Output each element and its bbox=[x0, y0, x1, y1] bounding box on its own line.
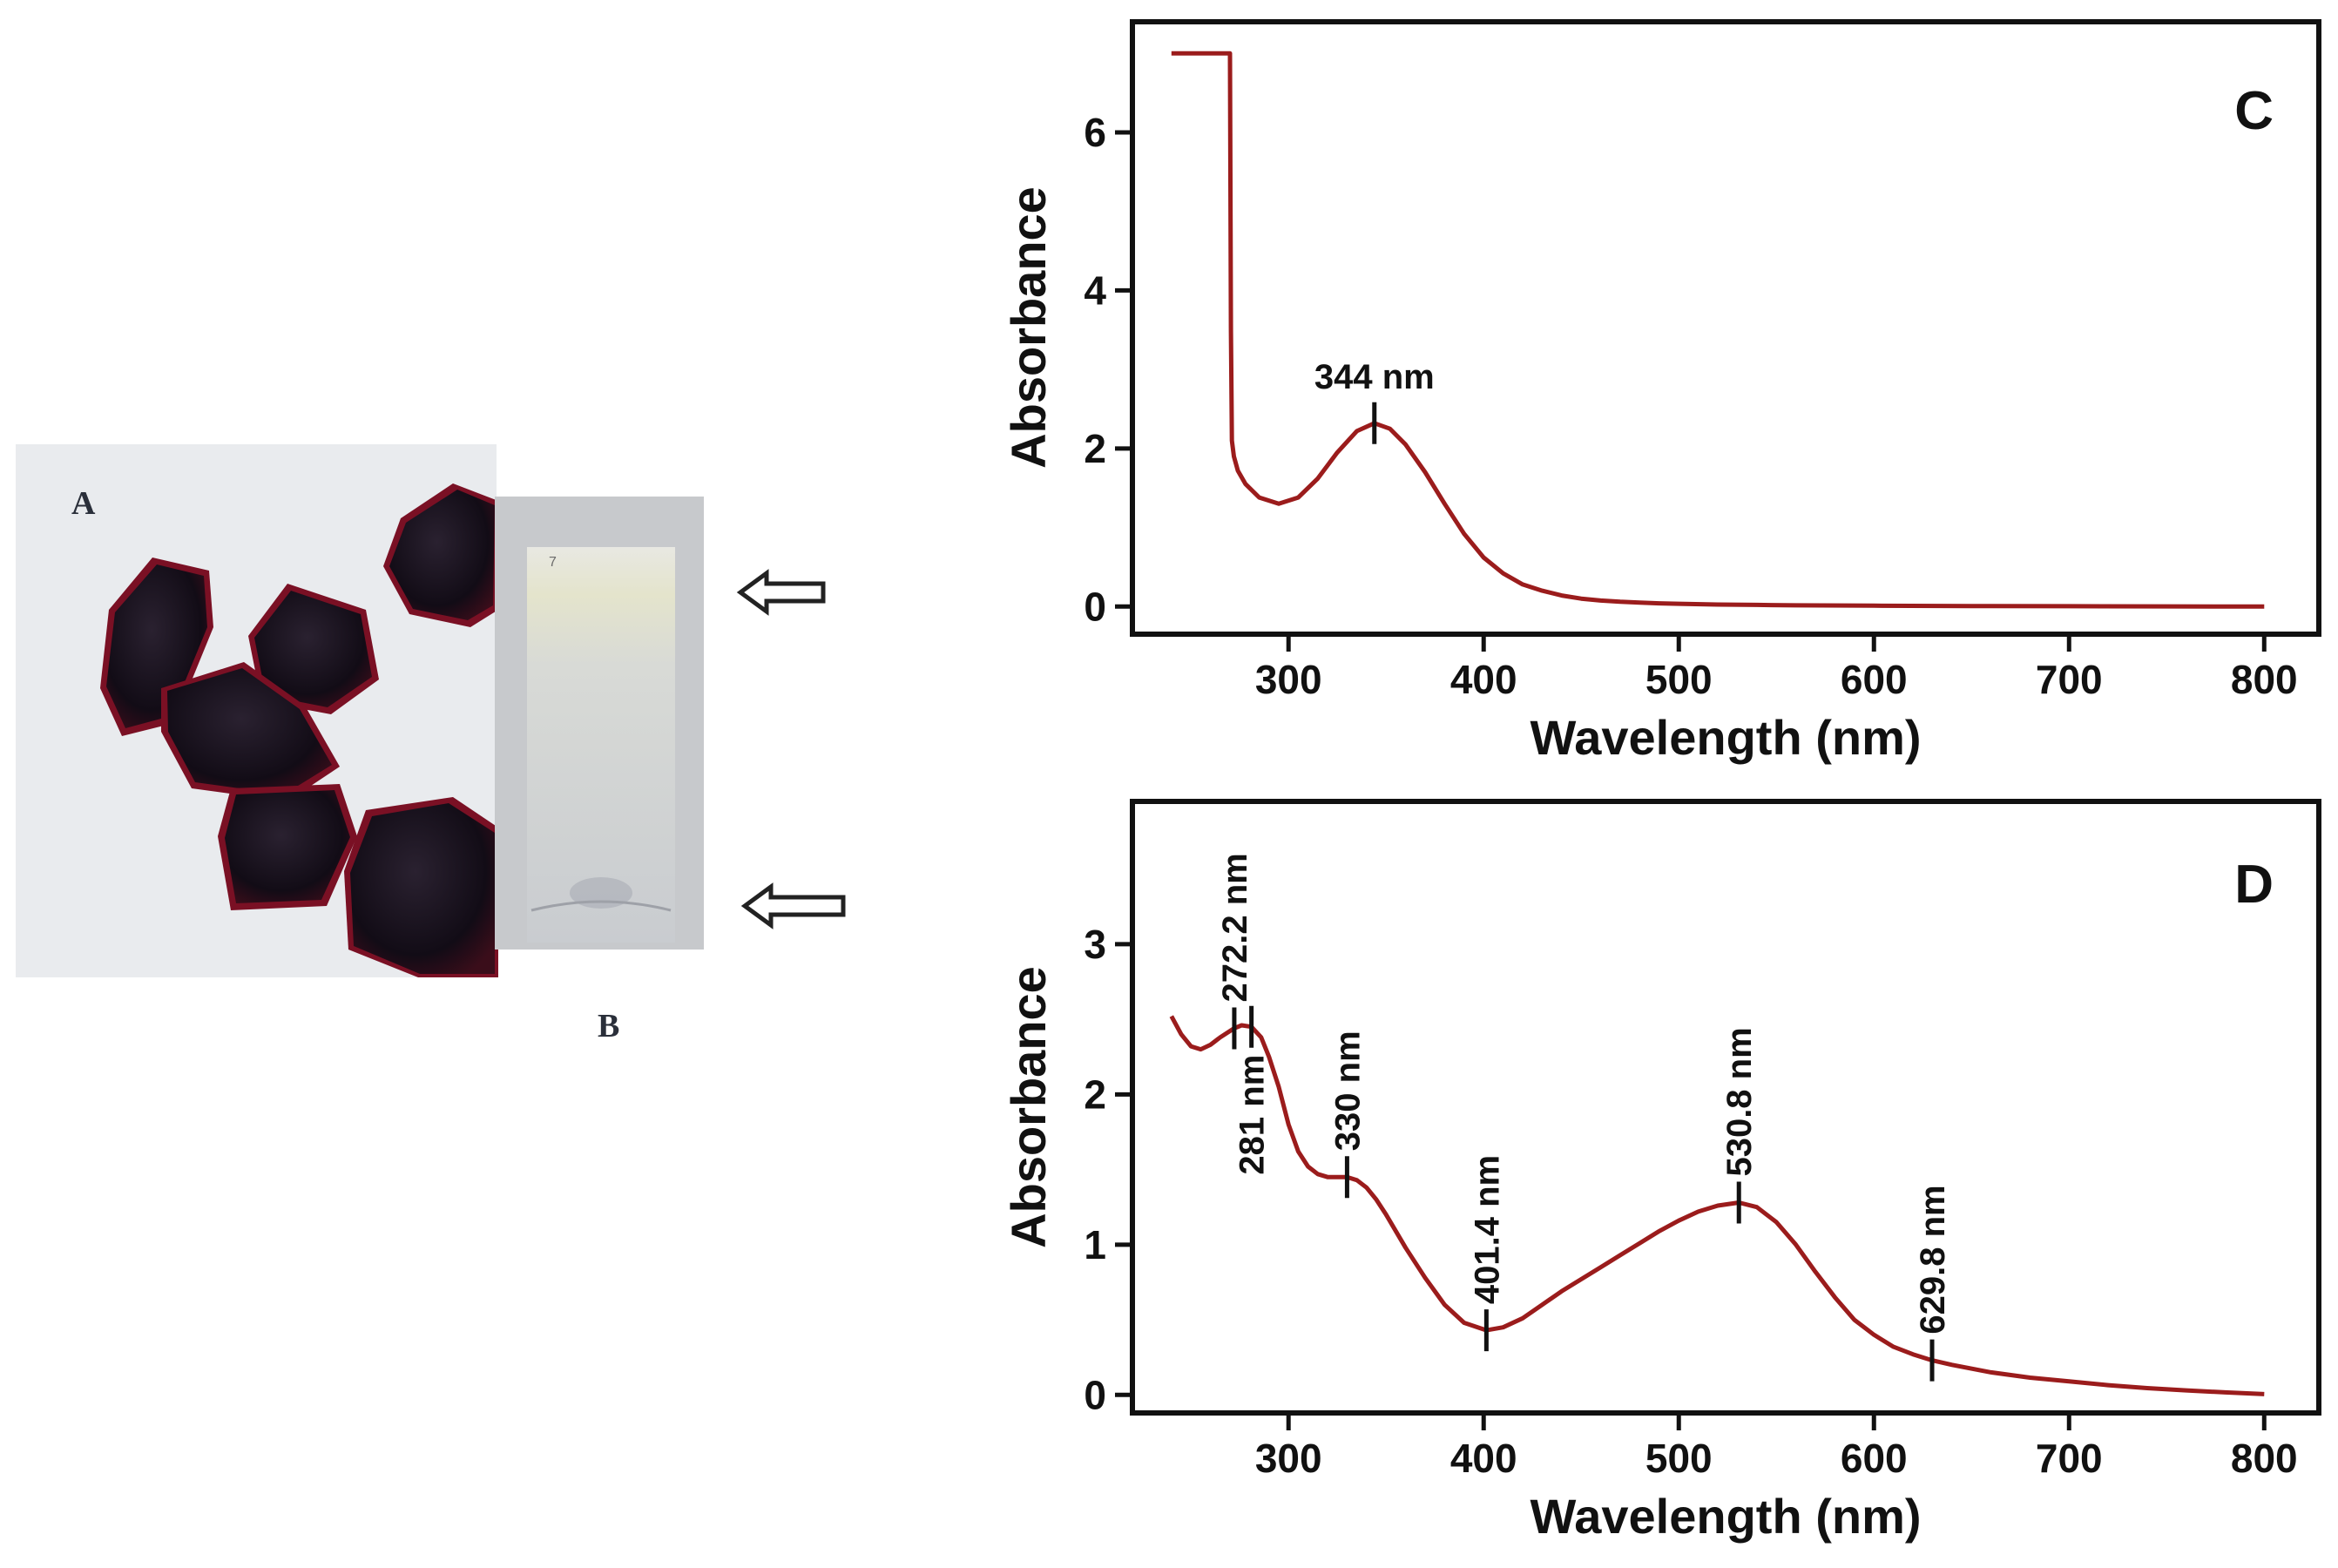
chart-c-frame bbox=[1130, 19, 2321, 637]
chart-d: 0 1 2 3 300 400 500 600 700 800 272.2 nm 281 nm 33… bbox=[1001, 799, 2321, 1544]
x-tick-label: 500 bbox=[1645, 657, 1713, 702]
x-tick-label: 300 bbox=[1255, 657, 1322, 702]
photo-label-a: A bbox=[71, 485, 96, 522]
x-tick-label: 700 bbox=[2036, 1436, 2103, 1481]
y-tick-label: 0 bbox=[1084, 1372, 1106, 1417]
peak-label: 530.8 nm bbox=[1720, 1027, 1759, 1176]
chart-c: 0 2 4 6 300 400 500 600 700 800 344 nm C Absorba… bbox=[1001, 19, 2321, 765]
peak-label: 281 nm bbox=[1233, 1055, 1272, 1175]
peak-label: 272.2 nm bbox=[1216, 853, 1254, 1002]
petal-6 bbox=[344, 797, 498, 977]
peak-label: 629.8 nm bbox=[1914, 1185, 1952, 1334]
x-tick-label: 400 bbox=[1450, 1436, 1517, 1481]
y-tick-label: 2 bbox=[1084, 1071, 1106, 1117]
chart-d-spectrum-line bbox=[1169, 1015, 2265, 1396]
chart-c-x-axis: 300 400 500 600 700 800 bbox=[1255, 634, 2298, 702]
petal-3 bbox=[248, 584, 379, 714]
y-tick-label: 4 bbox=[1084, 267, 1106, 313]
x-tick-label: 300 bbox=[1255, 1436, 1322, 1481]
y-tick-label: 6 bbox=[1084, 110, 1106, 155]
x-tick-label: 600 bbox=[1841, 657, 1908, 702]
chart-c-spectrum-line bbox=[1171, 51, 2265, 609]
chart-d-y-axis: 0 1 2 3 bbox=[1084, 922, 1132, 1417]
peak-label: 330 nm bbox=[1328, 1031, 1367, 1151]
chart-d-x-axis: 300 400 500 600 700 800 bbox=[1255, 1413, 2298, 1481]
peak-label: 401.4 nm bbox=[1468, 1155, 1506, 1304]
petal-4 bbox=[161, 662, 340, 801]
photo-petals: A bbox=[16, 444, 498, 977]
x-tick-label: 800 bbox=[2231, 657, 2298, 702]
chart-c-y-label: Absorbance bbox=[1001, 186, 1056, 469]
tlc-plate bbox=[527, 547, 675, 943]
peak-label: 344 nm bbox=[1314, 358, 1435, 396]
chart-d-frame bbox=[1130, 799, 2321, 1416]
chart-d-peak-markers: 272.2 nm 281 nm 330 nm 401.4 nm 530.8 nm 629.… bbox=[1216, 853, 1952, 1382]
arrow-solvent-front bbox=[736, 569, 826, 616]
arrow-origin bbox=[740, 882, 846, 929]
photo-label-b: B bbox=[598, 1008, 619, 1044]
x-tick-label: 600 bbox=[1841, 1436, 1908, 1481]
petal-5 bbox=[218, 784, 357, 910]
chart-d-y-label: Absorbance bbox=[1001, 966, 1056, 1248]
petal-1 bbox=[383, 483, 498, 627]
photo-tlc-strip: 7 B bbox=[495, 497, 704, 1044]
chart-c-x-label: Wavelength (nm) bbox=[1530, 710, 1921, 765]
x-tick-label: 800 bbox=[2231, 1436, 2298, 1481]
x-tick-label: 500 bbox=[1645, 1436, 1713, 1481]
x-tick-label: 400 bbox=[1450, 657, 1517, 702]
origin-line bbox=[530, 900, 672, 912]
chart-d-x-label: Wavelength (nm) bbox=[1530, 1489, 1921, 1544]
y-tick-label: 3 bbox=[1084, 922, 1106, 967]
chart-c-peak-markers: 344 nm bbox=[1314, 358, 1435, 444]
x-tick-label: 700 bbox=[2036, 657, 2103, 702]
chart-c-y-axis: 0 2 4 6 bbox=[1084, 110, 1132, 629]
y-tick-label: 0 bbox=[1084, 584, 1106, 629]
chart-c-panel-letter: C bbox=[2234, 81, 2274, 141]
chart-d-panel-letter: D bbox=[2234, 855, 2274, 915]
y-tick-label: 2 bbox=[1084, 426, 1106, 471]
sample-spot bbox=[570, 877, 632, 909]
strip-marking: 7 bbox=[549, 555, 557, 570]
y-tick-label: 1 bbox=[1084, 1222, 1106, 1267]
